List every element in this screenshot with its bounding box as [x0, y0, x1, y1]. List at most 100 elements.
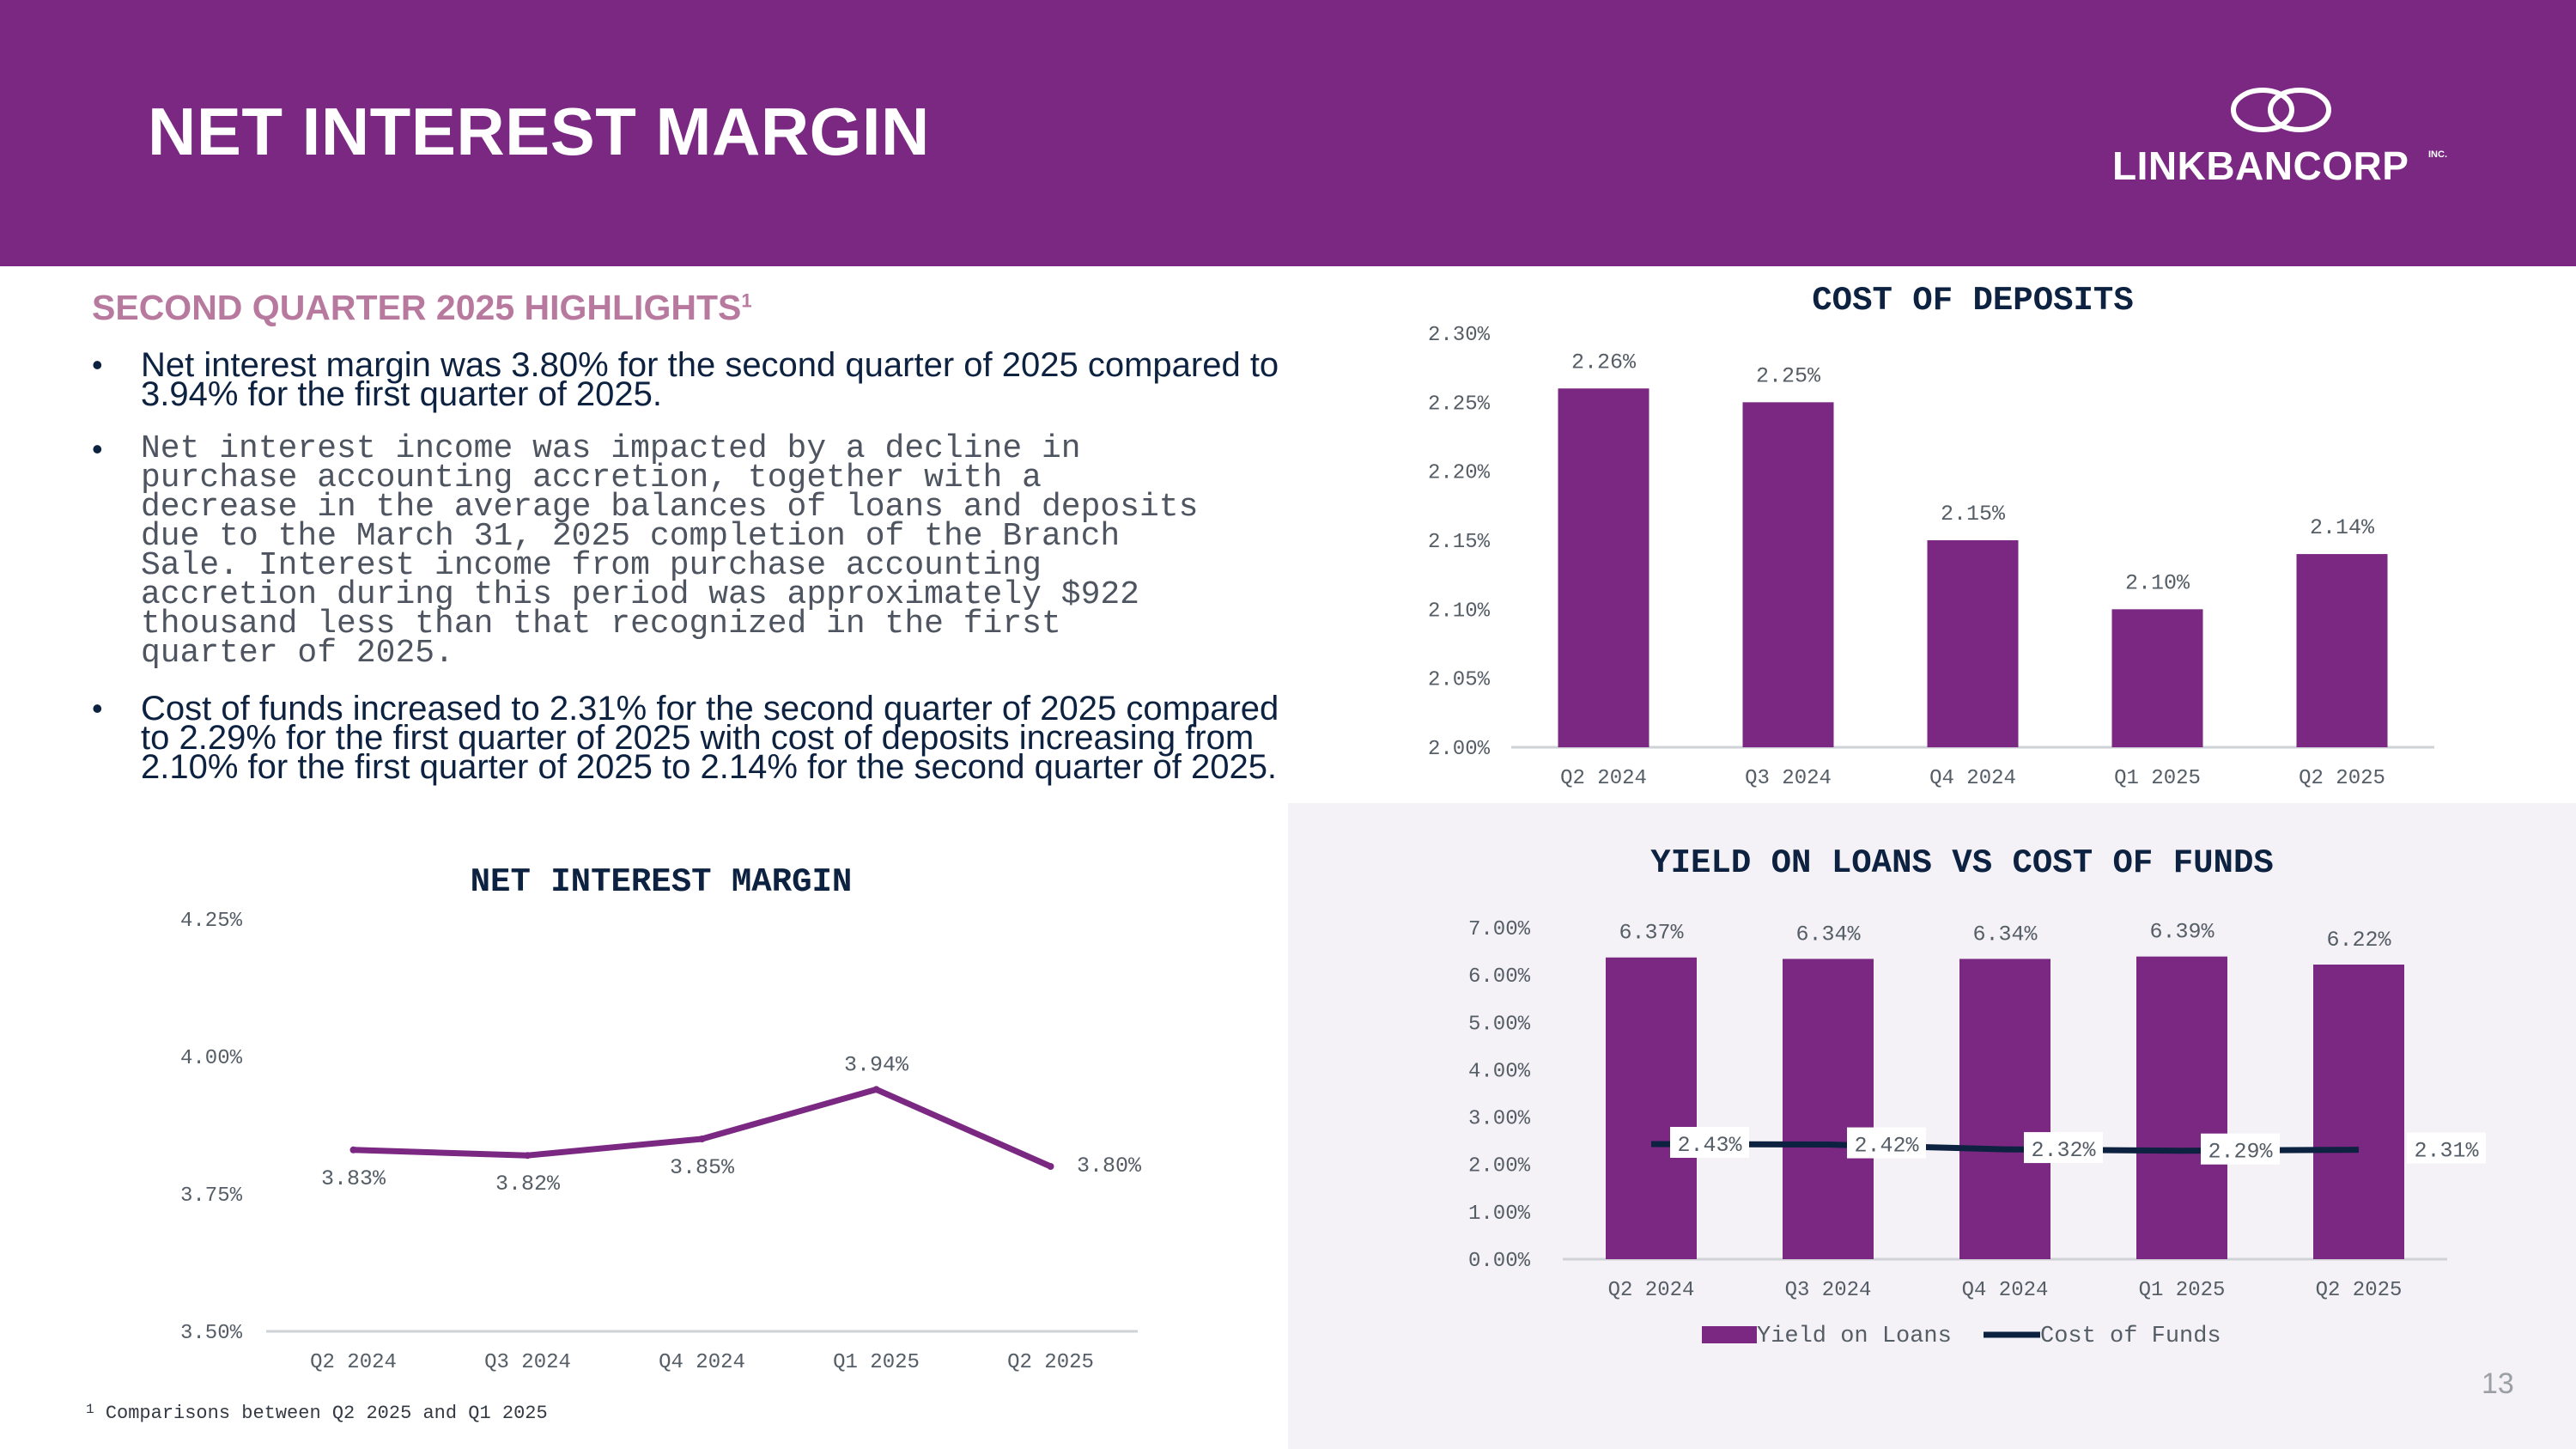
yield-data-label: 6.22%	[2326, 928, 2391, 953]
y-tick-label: 6.00%	[1468, 965, 1531, 989]
x-tick-label: Q3 2024	[1745, 767, 1832, 790]
y-tick-label: 2.30%	[1428, 324, 1491, 347]
cost-data-label: 2.42%	[1854, 1134, 1919, 1159]
net-interest-margin-svg: NET INTEREST MARGIN 3.50% 3.75% 4.00% 4.25% 3…	[180, 863, 1142, 1374]
y-tick-label: 2.00%	[1468, 1155, 1531, 1178]
yield-bar	[2136, 956, 2227, 1259]
bar	[1927, 540, 2019, 747]
data-label: 3.82%	[495, 1172, 561, 1196]
highlights-list: Net interest margin was 3.80% for the se…	[92, 348, 1294, 807]
x-tick-label: Q3 2024	[1785, 1279, 1872, 1302]
y-tick-label: 2.05%	[1428, 669, 1491, 692]
cost-label-box	[2201, 1133, 2280, 1165]
y-tick-label: 4.00%	[1468, 1060, 1531, 1083]
data-point	[872, 1086, 880, 1093]
x-tick-label: Q2 2024	[1560, 767, 1647, 790]
legend-label-yield: Yield on Loans	[1757, 1324, 1952, 1349]
data-label: 2.14%	[2310, 515, 2375, 540]
cost-label-box	[2024, 1132, 2103, 1164]
x-tick-label: Q4 2024	[659, 1351, 745, 1374]
logo-suffix: INC.	[2428, 149, 2447, 160]
highlights-heading: SECOND QUARTER 2025 HIGHLIGHTS1	[92, 288, 752, 327]
data-label: 3.83%	[321, 1166, 386, 1191]
cost-label-box	[1670, 1127, 1749, 1159]
y-tick-label: 2.15%	[1428, 531, 1491, 554]
page-number: 13	[2482, 1367, 2514, 1400]
y-tick-label: 3.00%	[1468, 1108, 1531, 1131]
x-tick-label: Q1 2025	[2139, 1279, 2226, 1302]
x-tick-label: Q2 2025	[2299, 767, 2385, 790]
data-label: 2.10%	[2125, 570, 2190, 595]
cost-data-label: 2.32%	[2031, 1138, 2096, 1163]
highlight-bullet-income: Net interest income was impacted by a de…	[92, 433, 1294, 670]
y-tick-label: 3.50%	[180, 1322, 243, 1345]
page-title: NET INTEREST MARGIN	[148, 94, 930, 169]
data-point	[349, 1146, 357, 1154]
footnote: 1 Comparisons between Q2 2025 and Q1 202…	[86, 1402, 548, 1424]
yield-vs-cost-svg: YIELD ON LOANS VS COST OF FUNDS 0.00% 1.00…	[1468, 844, 2486, 1349]
data-label: 3.80%	[1077, 1154, 1142, 1178]
y-tick-label: 2.25%	[1428, 393, 1491, 416]
y-tick-label: 4.00%	[180, 1047, 243, 1070]
cost-data-label: 2.31%	[2414, 1139, 2479, 1164]
x-tick-label: Q2 2025	[2316, 1279, 2403, 1302]
yield-data-label: 6.39%	[2149, 920, 2215, 945]
data-point	[524, 1152, 532, 1160]
legend-swatch-yield	[1702, 1326, 1757, 1343]
legend-label-cost: Cost of Funds	[2040, 1324, 2221, 1349]
bar	[2111, 609, 2203, 747]
yield-vs-cost-chart: YIELD ON LOANS VS COST OF FUNDS 0.00% 1.00…	[1434, 842, 2490, 1366]
y-tick-label: 7.00%	[1468, 918, 1531, 941]
bar	[1558, 388, 1649, 747]
net-interest-margin-chart: NET INTEREST MARGIN 3.50% 3.75% 4.00% 4.25% 3…	[155, 855, 1185, 1396]
data-label: 2.15%	[1941, 502, 2006, 527]
data-label: 3.85%	[670, 1155, 735, 1180]
logo-rings-icon	[2231, 88, 2331, 132]
yield-data-label: 6.34%	[1972, 922, 2038, 947]
y-tick-label: 2.10%	[1428, 600, 1491, 623]
heading-footnote-marker: 1	[741, 289, 752, 312]
yield-bar	[1783, 959, 1874, 1259]
yield-data-label: 6.37%	[1619, 921, 1684, 946]
y-tick-label: 1.00%	[1468, 1202, 1531, 1226]
highlight-bullet-cost-of-funds: Cost of funds increased to 2.31% for the…	[92, 691, 1294, 784]
x-tick-label: Q2 2024	[310, 1351, 397, 1374]
logo-wordmark: LINKBANCORP	[2112, 143, 2409, 188]
y-tick-label: 2.20%	[1428, 462, 1491, 485]
chart-title: COST OF DEPOSITS	[1812, 282, 2133, 320]
cost-data-label: 2.43%	[1677, 1133, 1742, 1158]
data-point	[698, 1135, 706, 1142]
y-tick-label: 5.00%	[1468, 1013, 1531, 1036]
cost-of-deposits-svg: COST OF DEPOSITS 2.00% 2.05% 2.10% 2.15% 2.20…	[1428, 282, 2434, 790]
x-tick-label: Q4 2024	[1962, 1279, 2049, 1302]
yield-bar	[1606, 957, 1697, 1259]
cost-data-label: 2.29%	[2208, 1140, 2273, 1165]
yield-bar	[1959, 959, 2050, 1259]
yield-bar	[2313, 965, 2404, 1259]
x-tick-label: Q4 2024	[1929, 767, 2016, 790]
y-tick-label: 4.25%	[180, 910, 243, 933]
chart-title: NET INTEREST MARGIN	[471, 863, 853, 901]
y-tick-label: 2.00%	[1428, 738, 1491, 761]
company-logo: LINKBANCORP INC.	[2112, 81, 2473, 192]
data-label: 2.26%	[1571, 350, 1637, 374]
cost-of-deposits-chart: COST OF DEPOSITS 2.00% 2.05% 2.10% 2.15% 2.20…	[1417, 282, 2447, 799]
data-label: 2.25%	[1756, 363, 1821, 388]
x-tick-label: Q3 2024	[484, 1351, 571, 1374]
chart-title: YIELD ON LOANS VS COST OF FUNDS	[1650, 844, 2274, 882]
x-tick-label: Q1 2025	[833, 1351, 920, 1374]
data-point	[1047, 1163, 1054, 1170]
cost-label-box	[2407, 1132, 2486, 1164]
x-tick-label: Q2 2024	[1608, 1279, 1695, 1302]
x-tick-label: Q1 2025	[2114, 767, 2201, 790]
highlight-bullet-nim: Net interest margin was 3.80% for the se…	[92, 348, 1294, 411]
data-label: 3.94%	[844, 1052, 909, 1077]
x-tick-label: Q2 2025	[1007, 1351, 1094, 1374]
header-banner: NET INTEREST MARGIN LINKBANCORP INC.	[0, 0, 2576, 266]
y-tick-label: 3.75%	[180, 1184, 243, 1208]
bar	[1742, 402, 1834, 747]
cost-label-box	[1847, 1127, 1926, 1159]
yield-data-label: 6.34%	[1795, 922, 1861, 947]
bar	[2296, 554, 2388, 747]
y-tick-label: 0.00%	[1468, 1250, 1531, 1273]
